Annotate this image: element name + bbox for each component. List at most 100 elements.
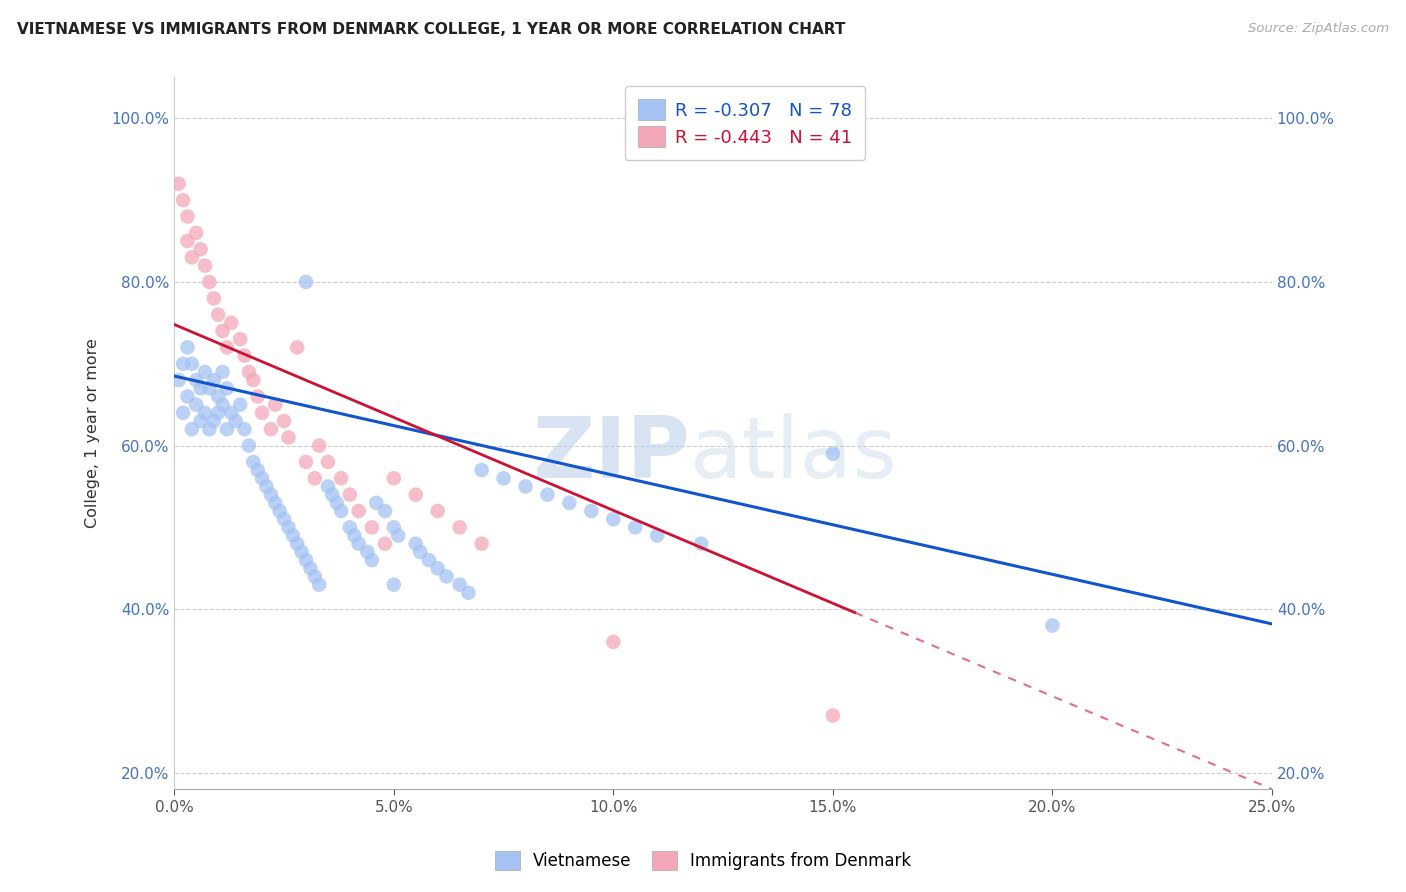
Point [211, 365, 233, 379]
Point [269, 504, 291, 518]
Point [207, 308, 229, 322]
Point [198, 275, 221, 289]
Point [246, 389, 269, 403]
Point [215, 381, 238, 395]
Point [202, 373, 225, 387]
Point [180, 357, 202, 371]
Point [172, 193, 194, 207]
Point [264, 398, 287, 412]
Point [645, 528, 668, 542]
Point [194, 406, 217, 420]
Point [304, 471, 326, 485]
Point [242, 373, 264, 387]
Point [409, 545, 432, 559]
Point [343, 528, 366, 542]
Point [211, 324, 233, 338]
Point [215, 422, 238, 436]
Point [256, 479, 278, 493]
Point [624, 520, 647, 534]
Point [221, 316, 243, 330]
Point [387, 528, 409, 542]
Point [308, 439, 330, 453]
Point [172, 406, 194, 420]
Point [250, 406, 273, 420]
Point [281, 528, 304, 542]
Point [426, 504, 449, 518]
Point [242, 455, 264, 469]
Point [176, 234, 198, 248]
Point [198, 381, 221, 395]
Point [246, 463, 269, 477]
Point [602, 635, 624, 649]
Point [167, 373, 190, 387]
Point [277, 430, 299, 444]
Point [405, 488, 427, 502]
Point [225, 414, 247, 428]
Point [330, 471, 353, 485]
Point [221, 406, 243, 420]
Point [308, 577, 330, 591]
Text: ZIP: ZIP [533, 413, 690, 496]
Point [374, 537, 396, 551]
Point [229, 398, 252, 412]
Point [330, 504, 353, 518]
Point [558, 496, 581, 510]
Point [176, 210, 198, 224]
Point [273, 512, 295, 526]
Point [190, 381, 212, 395]
Point [347, 537, 370, 551]
Point [194, 259, 217, 273]
Point [260, 422, 283, 436]
Point [211, 398, 233, 412]
Point [273, 414, 295, 428]
Point [360, 520, 382, 534]
Point [321, 488, 343, 502]
Point [233, 422, 256, 436]
Point [285, 340, 308, 354]
Point [382, 520, 405, 534]
Point [360, 553, 382, 567]
Point [304, 569, 326, 583]
Point [295, 553, 318, 567]
Legend: R = -0.307   N = 78, R = -0.443   N = 41: R = -0.307 N = 78, R = -0.443 N = 41 [624, 87, 865, 160]
Point [194, 365, 217, 379]
Point [285, 537, 308, 551]
Point [186, 373, 208, 387]
Legend: Vietnamese, Immigrants from Denmark: Vietnamese, Immigrants from Denmark [488, 844, 918, 877]
Point [238, 365, 260, 379]
Point [347, 504, 370, 518]
Point [198, 422, 221, 436]
Text: atlas: atlas [690, 413, 898, 496]
Point [821, 447, 844, 461]
Point [515, 479, 537, 493]
Point [581, 504, 603, 518]
Point [356, 545, 378, 559]
Point [602, 512, 624, 526]
Point [492, 471, 515, 485]
Point [536, 488, 558, 502]
Point [260, 488, 283, 502]
Point [202, 414, 225, 428]
Point [690, 537, 713, 551]
Point [471, 537, 494, 551]
Point [207, 406, 229, 420]
Point [457, 586, 479, 600]
Point [207, 389, 229, 403]
Point [299, 561, 322, 575]
Y-axis label: College, 1 year or more: College, 1 year or more [86, 338, 100, 528]
Point [382, 577, 405, 591]
Point [190, 242, 212, 256]
Point [374, 504, 396, 518]
Point [264, 496, 287, 510]
Point [1040, 618, 1063, 632]
Point [172, 357, 194, 371]
Point [186, 398, 208, 412]
Point [229, 332, 252, 346]
Point [202, 291, 225, 305]
Point [176, 389, 198, 403]
Point [238, 439, 260, 453]
Point [250, 471, 273, 485]
Point [277, 520, 299, 534]
Point [180, 422, 202, 436]
Point [436, 569, 458, 583]
